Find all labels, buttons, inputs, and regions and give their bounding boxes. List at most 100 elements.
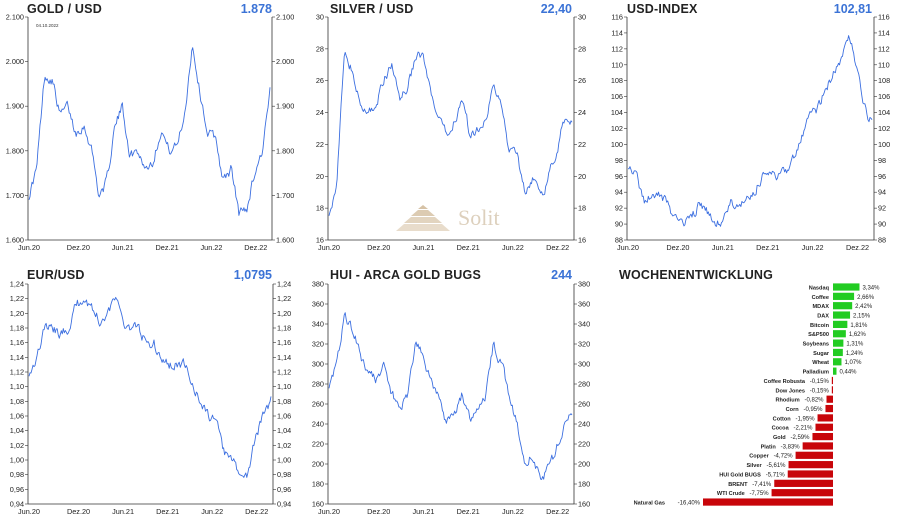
category-label: Natural Gas (634, 500, 665, 506)
category-label: Palladium (803, 370, 829, 376)
value-label: -7,75% (750, 491, 770, 497)
category-label: Copper (749, 454, 769, 460)
y-tick-label-right: 108 (878, 76, 890, 85)
y-tick-label-left: 104 (611, 108, 623, 117)
y-tick-label-left: 16 (316, 236, 324, 245)
y-tick-label-left: 1.900 (6, 102, 24, 111)
y-tick-label-right: 1,24 (277, 280, 291, 289)
y-tick-label-left: 106 (611, 92, 623, 101)
y-tick-label-right: 1,18 (277, 324, 291, 333)
y-tick-label-left: 160 (312, 500, 324, 509)
category-label: Coffee (812, 295, 829, 301)
y-tick-label-right: 200 (578, 460, 590, 469)
category-label: HUI Gold BUGS (719, 472, 761, 478)
y-tick-label-left: 30 (316, 13, 324, 22)
y-tick-label-right: 0,98 (277, 470, 291, 479)
y-tick-label-right: 16 (578, 236, 586, 245)
y-tick-label-left: 1,16 (10, 338, 24, 347)
y-tick-label-left: 92 (615, 204, 623, 213)
y-tick-label-right: 280 (578, 380, 590, 389)
value-label: -3,83% (781, 444, 801, 450)
y-tick-label-left: 1,10 (10, 382, 24, 391)
x-tick-label: Jun.22 (802, 243, 824, 252)
y-tick-label-right: 28 (578, 44, 586, 53)
x-tick-label: Dez.20 (67, 507, 90, 516)
value-label: 1,62% (849, 332, 867, 338)
value-label: 2,42% (855, 304, 873, 310)
category-label: Rhodium (775, 398, 799, 404)
y-tick-label-right: 340 (578, 320, 590, 329)
x-tick-label: Jun.22 (502, 507, 524, 516)
y-tick-label-right: 1,12 (277, 368, 291, 377)
value-label: -1,95% (796, 416, 816, 422)
category-label: Dow Jones (775, 388, 805, 394)
y-tick-label-left: 180 (312, 480, 324, 489)
bar-brent (774, 479, 833, 487)
y-tick-label-left: 90 (615, 220, 623, 229)
y-tick-label-left: 98 (615, 156, 623, 165)
chart-value-gold: 1.878 (240, 2, 272, 16)
y-tick-label-right: 1,06 (277, 412, 291, 421)
x-tick-label: Dez.21 (156, 243, 179, 252)
y-tick-label-left: 108 (611, 76, 623, 85)
y-tick-label-left: 100 (611, 140, 623, 149)
bar-cocoa (815, 423, 833, 431)
price-line (328, 312, 573, 480)
y-tick-label-right: 220 (578, 440, 590, 449)
bar-palladium (833, 367, 837, 375)
value-label: -2,59% (790, 435, 810, 441)
y-tick-label-right: 104 (878, 108, 890, 117)
y-tick-label-right: 1.700 (276, 191, 294, 200)
value-label: 1,31% (846, 342, 864, 348)
value-label: -0,15% (810, 388, 830, 394)
chart-title-weekly: WOCHENENTWICKLUNG (619, 268, 774, 282)
chart-title-silver: SILVER / USD (330, 2, 414, 16)
hui-chart: 380 380 360 360 340 340 320 320 300 300 280 280 260 2… (312, 280, 590, 517)
bar-coffee (833, 292, 855, 300)
y-tick-label-right: 18 (578, 204, 586, 213)
category-label: Bitcoin (810, 323, 830, 329)
y-tick-label-right: 0,96 (277, 485, 291, 494)
y-tick-label-right: 106 (878, 92, 890, 101)
bar-copper (795, 451, 833, 459)
y-tick-label-left: 1.800 (6, 146, 24, 155)
y-tick-label-left: 1,06 (10, 412, 24, 421)
chart-title-hui: HUI - ARCA GOLD BUGS (330, 268, 481, 282)
y-tick-label-left: 18 (316, 204, 324, 213)
value-label: -16,40% (678, 500, 701, 506)
x-tick-label: Jun.20 (318, 507, 340, 516)
bar-s-p500 (833, 330, 846, 338)
category-label: Silver (746, 463, 762, 469)
y-tick-label-right: 1.600 (276, 236, 294, 245)
value-label: -0,82% (804, 398, 824, 404)
x-tick-label: Dez.20 (367, 507, 390, 516)
value-label: -0,95% (803, 407, 823, 413)
x-tick-label: Jun.20 (617, 243, 639, 252)
y-tick-label-right: 1,02 (277, 441, 291, 450)
x-tick-label: Dez.22 (546, 243, 569, 252)
category-label: Sugar (813, 351, 830, 357)
bar-cotton (817, 414, 833, 422)
y-tick-label-right: 1.900 (276, 102, 294, 111)
y-tick-label-right: 240 (578, 420, 590, 429)
y-tick-label-left: 96 (615, 172, 623, 181)
chart-value-hui: 244 (551, 268, 572, 282)
value-label: 2,66% (857, 295, 875, 301)
category-label: Nasdaq (809, 285, 830, 291)
x-tick-label: Dez.22 (245, 507, 268, 516)
y-tick-label-left: 2.100 (6, 13, 24, 22)
bar-wti-crude (771, 489, 833, 497)
y-tick-label-left: 1,22 (10, 294, 24, 303)
y-tick-label-left: 260 (312, 400, 324, 409)
solit-logo-icon (396, 205, 450, 231)
x-tick-label: Jun.20 (18, 243, 40, 252)
y-tick-label-left: 1,04 (10, 426, 24, 435)
y-tick-label-right: 160 (578, 500, 590, 509)
chart-title-gold: GOLD / USD (27, 2, 102, 16)
y-tick-label-left: 300 (312, 360, 324, 369)
y-tick-label-right: 0,94 (277, 500, 291, 509)
y-tick-label-left: 280 (312, 380, 324, 389)
y-tick-label-right: 1,22 (277, 294, 291, 303)
bar-silver (788, 461, 833, 469)
watermark-text: Solit (458, 205, 500, 230)
